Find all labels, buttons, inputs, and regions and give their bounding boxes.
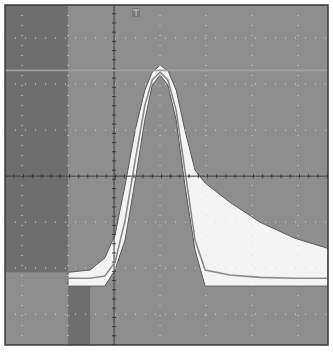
center-v [114, 5, 115, 345]
minor-tick-y [112, 142, 116, 143]
minor-tick-y [112, 133, 116, 134]
minor-tick-x [23, 174, 24, 178]
minor-tick-x [161, 174, 162, 178]
minor-tick-y [112, 105, 116, 106]
page [0, 0, 333, 352]
minor-tick-x [207, 174, 208, 178]
minor-tick-x [87, 174, 88, 178]
minor-tick-y [112, 68, 116, 69]
minor-tick-y [112, 197, 116, 198]
frame [5, 5, 328, 345]
grid-x [298, 5, 299, 345]
grid-x [22, 5, 23, 345]
plot [5, 5, 328, 345]
minor-tick-y [112, 234, 116, 235]
minor-tick-y [112, 252, 116, 253]
minor-tick-y [112, 225, 116, 226]
minor-tick-x [51, 174, 52, 178]
minor-tick-y [112, 32, 116, 33]
minor-tick-y [112, 160, 116, 161]
minor-tick-y [112, 216, 116, 217]
minor-tick-x [216, 174, 217, 178]
minor-tick-y [112, 179, 116, 180]
mask-left-region [5, 5, 68, 272]
minor-tick-x [14, 174, 15, 178]
minor-tick-y [112, 335, 116, 336]
minor-tick-y [112, 22, 116, 23]
trace [5, 72, 328, 278]
oscilloscope-screen [0, 0, 333, 352]
minor-tick-x [78, 174, 79, 178]
minor-tick-x [124, 174, 125, 178]
grid-y [5, 176, 328, 177]
grid-y [5, 38, 328, 39]
minor-tick-x [281, 174, 282, 178]
minor-tick-x [60, 174, 61, 178]
minor-tick-y [112, 59, 116, 60]
minor-tick-y [112, 289, 116, 290]
minor-tick-y [112, 78, 116, 79]
minor-tick-x [271, 174, 272, 178]
minor-tick-y [112, 87, 116, 88]
minor-tick-y [112, 271, 116, 272]
minor-tick-y [112, 50, 116, 51]
minor-tick-x [290, 174, 291, 178]
minor-tick-x [69, 174, 70, 178]
minor-tick-x [152, 174, 153, 178]
minor-tick-x [235, 174, 236, 178]
minor-tick-y [112, 170, 116, 171]
minor-tick-y [112, 114, 116, 115]
minor-tick-x [262, 174, 263, 178]
minor-tick-x [225, 174, 226, 178]
minor-tick-y [112, 151, 116, 152]
grid-x [114, 5, 115, 345]
grid-y [5, 84, 328, 85]
minor-tick-y [112, 206, 116, 207]
minor-tick-x [189, 174, 190, 178]
minor-tick-y [112, 96, 116, 97]
mask-bottom-region [68, 286, 90, 345]
minor-tick-x [32, 174, 33, 178]
minor-tick-x [244, 174, 245, 178]
grid-x [160, 5, 161, 345]
grid-x [206, 5, 207, 345]
minor-tick-x [198, 174, 199, 178]
minor-tick-y [112, 188, 116, 189]
grid-y [5, 268, 328, 269]
minor-tick-y [112, 124, 116, 125]
grid-x [68, 5, 69, 345]
grid-y [5, 222, 328, 223]
minor-tick-x [253, 174, 254, 178]
minor-tick-x [41, 174, 42, 178]
minor-tick-y [112, 317, 116, 318]
minor-tick-x [308, 174, 309, 178]
trigger-icon-glyph [133, 10, 139, 16]
minor-tick-y [112, 326, 116, 327]
grid-y [5, 130, 328, 131]
center-h [5, 176, 328, 177]
minor-tick-y [112, 298, 116, 299]
grid-x [252, 5, 253, 345]
trigger-icon [132, 8, 140, 17]
screen-bg [5, 5, 328, 345]
minor-tick-x [179, 174, 180, 178]
minor-tick-x [115, 174, 116, 178]
minor-tick-y [112, 280, 116, 281]
minor-tick-x [106, 174, 107, 178]
minor-tick-x [170, 174, 171, 178]
minor-tick-x [299, 174, 300, 178]
minor-tick-y [112, 308, 116, 309]
minor-tick-y [112, 41, 116, 42]
minor-tick-x [317, 174, 318, 178]
grid-y [5, 314, 328, 315]
minor-tick-y [112, 13, 116, 14]
trace [5, 70, 328, 72]
minor-tick-x [97, 174, 98, 178]
minor-tick-x [143, 174, 144, 178]
minor-tick-y [112, 243, 116, 244]
